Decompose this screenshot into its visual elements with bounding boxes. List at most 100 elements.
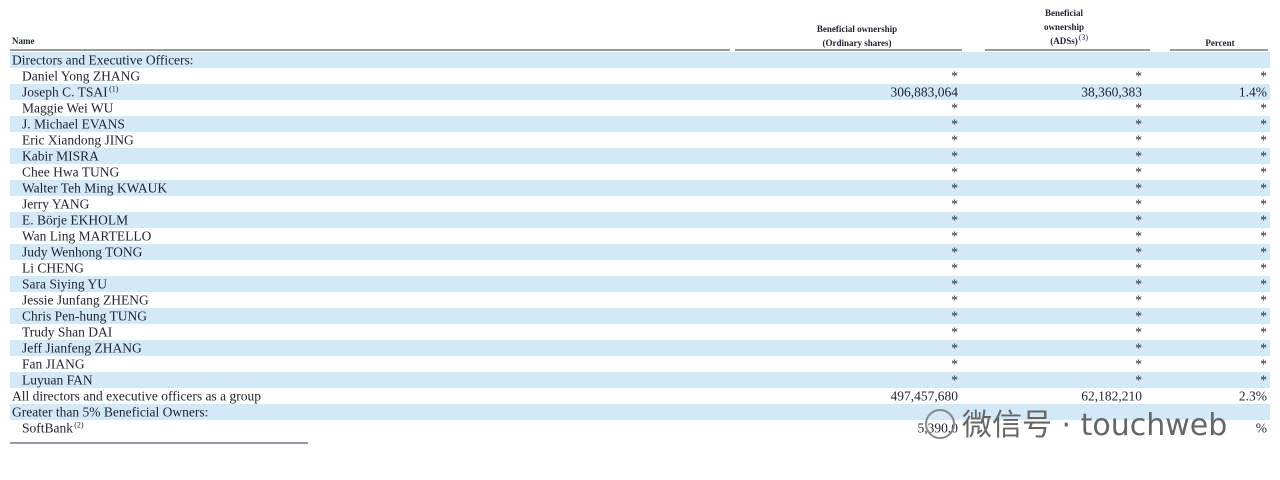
header-percent: Percent (1205, 38, 1234, 48)
cell-percent: * (1260, 229, 1267, 244)
row-name: Chris Pen-hung TUNG (22, 309, 147, 324)
cell-percent: * (1260, 117, 1267, 132)
cell-ads: * (1135, 293, 1142, 308)
header-ads: ownership (1044, 22, 1084, 32)
cell-percent: * (1260, 341, 1267, 356)
cell-percent: * (1260, 245, 1267, 260)
cell-ads: * (1135, 261, 1142, 276)
row-name: Maggie Wei WU (22, 101, 114, 116)
row-name: Wan Ling MARTELLO (22, 229, 152, 244)
header-ordinary: (Ordinary shares) (822, 38, 891, 48)
cell-percent: * (1260, 197, 1267, 212)
row-name: Kabir MISRA (22, 149, 99, 164)
row-name: Fan JIANG (22, 357, 85, 372)
cell-ads: * (1135, 309, 1142, 324)
row-band (10, 84, 1270, 100)
cell-ordinary: * (951, 181, 958, 196)
row-name: Trudy Shan DAI (22, 325, 113, 340)
cell-ordinary: * (951, 293, 958, 308)
row-name: Luyuan FAN (22, 373, 93, 388)
cell-percent: * (1260, 101, 1267, 116)
cell-ads: * (1135, 181, 1142, 196)
cell-ordinary: 497,457,680 (891, 389, 959, 404)
row-name: Directors and Executive Officers: (12, 53, 194, 68)
row-name: Chee Hwa TUNG (22, 165, 119, 180)
row-band (10, 404, 1270, 420)
cell-percent: * (1260, 213, 1267, 228)
row-band (10, 116, 1270, 132)
cell-ordinary: * (951, 69, 958, 84)
row-name: Li CHENG (22, 261, 84, 276)
row-name: Eric Xiandong JING (22, 133, 134, 148)
cell-ordinary: 306,883,064 (891, 85, 959, 100)
row-name: All directors and executive officers as … (12, 389, 261, 404)
cell-ads: * (1135, 101, 1142, 116)
cell-percent: * (1260, 277, 1267, 292)
row-band (10, 244, 1270, 260)
cell-percent: * (1260, 133, 1267, 148)
cell-percent: * (1260, 373, 1267, 388)
cell-ordinary: * (951, 245, 958, 260)
cell-ads: * (1135, 229, 1142, 244)
cell-ordinary: * (951, 101, 958, 116)
cell-percent: * (1260, 69, 1267, 84)
row-name: E. Börje EKHOLM (22, 213, 128, 228)
cell-percent: % (1256, 421, 1267, 436)
row-name: Walter Teh Ming KWAUK (22, 181, 167, 196)
cell-ads: * (1135, 133, 1142, 148)
cell-ads: * (1135, 341, 1142, 356)
cell-ordinary: * (951, 373, 958, 388)
cell-ordinary: * (951, 261, 958, 276)
cell-ads: * (1135, 357, 1142, 372)
cell-ads: * (1135, 277, 1142, 292)
cell-percent: * (1260, 325, 1267, 340)
header-ads: Beneficial (1045, 8, 1083, 18)
cell-percent: * (1260, 165, 1267, 180)
cell-ordinary: * (951, 213, 958, 228)
cell-ordinary: * (951, 357, 958, 372)
cell-ads: * (1135, 69, 1142, 84)
row-name: Jerry YANG (22, 197, 90, 212)
cell-percent: * (1260, 309, 1267, 324)
cell-ads: * (1135, 245, 1142, 260)
header-name: Name (12, 36, 35, 46)
row-band (10, 52, 1270, 68)
row-band (10, 372, 1270, 388)
cell-percent: * (1260, 181, 1267, 196)
footnote-ref: (2) (74, 421, 84, 430)
cell-ads: * (1135, 149, 1142, 164)
table: Directors and Executive Officers:Daniel … (10, 52, 1270, 436)
cell-ordinary: * (951, 277, 958, 292)
row-band (10, 340, 1270, 356)
row-name: Greater than 5% Beneficial Owners: (12, 405, 208, 420)
watermark-icon (925, 409, 955, 439)
cell-ordinary: * (951, 325, 958, 340)
cell-ads: * (1135, 325, 1142, 340)
cell-ads: * (1135, 373, 1142, 388)
row-name: Jessie Junfang ZHENG (22, 293, 149, 308)
watermark: 微信号 · touchweb (962, 408, 1227, 443)
cell-ads: 62,182,210 (1081, 389, 1142, 404)
cell-percent: * (1260, 149, 1267, 164)
cell-percent: * (1260, 357, 1267, 372)
cell-percent: 1.4% (1239, 85, 1267, 100)
cell-ordinary: 5,390,0 (918, 421, 959, 436)
row-band (10, 148, 1270, 164)
row-name: J. Michael EVANS (22, 117, 125, 132)
header-note: (3) (1079, 33, 1089, 42)
row-name: Sara Siying YU (22, 277, 107, 292)
cell-ads: * (1135, 197, 1142, 212)
cell-percent: * (1260, 293, 1267, 308)
cell-ads: * (1135, 117, 1142, 132)
row-name: Jeff Jianfeng ZHANG (22, 341, 142, 356)
footnote-ref: (1) (109, 85, 119, 94)
row-band (10, 180, 1270, 196)
cell-ads: 38,360,383 (1081, 85, 1142, 100)
cell-ordinary: * (951, 133, 958, 148)
cell-ads: * (1135, 213, 1142, 228)
cell-ordinary: * (951, 117, 958, 132)
cell-ordinary: * (951, 229, 958, 244)
row-band (10, 276, 1270, 292)
row-name: Daniel Yong ZHANG (22, 69, 140, 84)
